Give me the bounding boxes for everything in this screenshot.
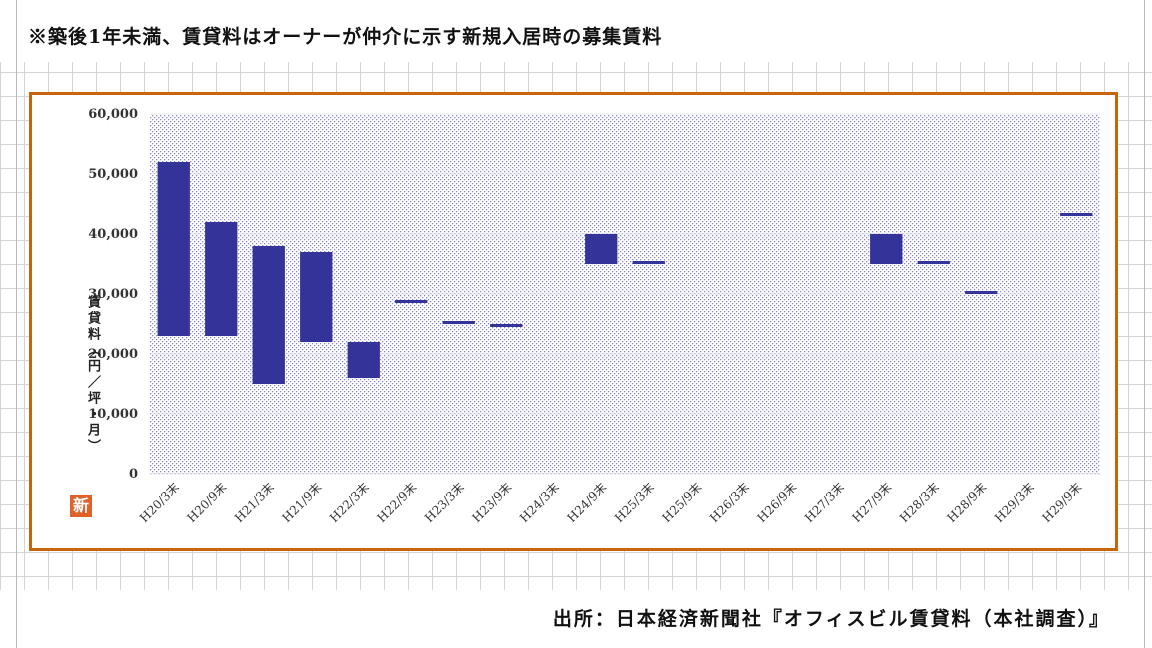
x-tick-label: H25/3末: [612, 480, 657, 525]
y-tick-label: 40,000: [88, 227, 138, 242]
x-tick-label: H20/3末: [137, 480, 182, 525]
x-tick-label: H25/9末: [660, 480, 705, 525]
range-bar: [965, 291, 998, 294]
gridlines: [150, 113, 1100, 475]
range-bar: [917, 261, 950, 264]
x-tick-label: H28/3末: [897, 480, 942, 525]
source-credit: 出所：日本経済新聞社『オフィスビル賃貸料（本社調査）』: [552, 608, 1110, 630]
x-tick-label: H29/3末: [992, 480, 1037, 525]
right-rule: [1144, 0, 1145, 648]
x-tick-label: H24/3末: [517, 480, 562, 525]
x-tick-label: H28/9末: [945, 480, 990, 525]
range-bar: [870, 234, 903, 264]
range-bar: [205, 222, 238, 336]
chart-frame: 0 10,000 20,000 30,000 40,000 50,000 60,000 H2…: [29, 92, 1118, 551]
new-badge-icon: 新: [70, 495, 92, 517]
x-tick-label: H21/9末: [280, 480, 325, 525]
x-tick-label: H23/9末: [470, 480, 515, 525]
x-tick-label: H23/3末: [422, 480, 467, 525]
x-tick-label: H26/3末: [707, 480, 752, 525]
y-tick-label: 10,000: [88, 407, 138, 422]
range-bar: [585, 234, 618, 264]
y-tick-label: 20,000: [88, 347, 138, 362]
rent-range-chart: 0 10,000 20,000 30,000 40,000 50,000 60,000 H2…: [88, 107, 1100, 525]
range-bar: [395, 300, 428, 303]
y-axis-ticks: 0 10,000 20,000 30,000 40,000 50,000 60,000: [88, 107, 138, 482]
x-axis-ticks: H20/3末 H20/9末 H21/3末 H21/9末 H22/3末 H22/9末 H23/…: [137, 480, 1084, 525]
y-tick-label: 60,000: [88, 107, 138, 122]
x-tick-label: H22/3末: [327, 480, 372, 525]
bottom-band: [0, 590, 1152, 648]
range-bar: [157, 162, 190, 336]
y-tick-label: 50,000: [88, 167, 138, 182]
range-bar: [300, 252, 333, 342]
range-bar: [490, 324, 523, 327]
range-bar: [442, 321, 475, 324]
top-band: [0, 0, 1152, 62]
left-rule: [16, 0, 17, 648]
x-tick-label: H27/9末: [850, 480, 895, 525]
range-bar: [347, 342, 380, 378]
y-axis-title: 賃貸料（円／坪・月）: [85, 295, 100, 455]
x-tick-label: H21/3末: [232, 480, 277, 525]
x-tick-label: H24/9末: [565, 480, 610, 525]
range-bar: [632, 261, 665, 264]
x-tick-label: H26/9末: [755, 480, 800, 525]
x-tick-label: H29/9末: [1040, 480, 1085, 525]
range-bar: [252, 246, 285, 384]
x-tick-label: H20/9末: [185, 480, 230, 525]
range-bar: [1060, 213, 1093, 216]
x-tick-label: H22/9末: [375, 480, 420, 525]
y-tick-label: 0: [129, 467, 138, 482]
chart-note: ※築後1年未満、賃貸料はオーナーが仲介に示す新規入居時の募集賃料: [28, 26, 663, 48]
bars: [157, 162, 1093, 384]
x-tick-label: H27/3末: [802, 480, 847, 525]
y-tick-label: 30,000: [88, 287, 138, 302]
